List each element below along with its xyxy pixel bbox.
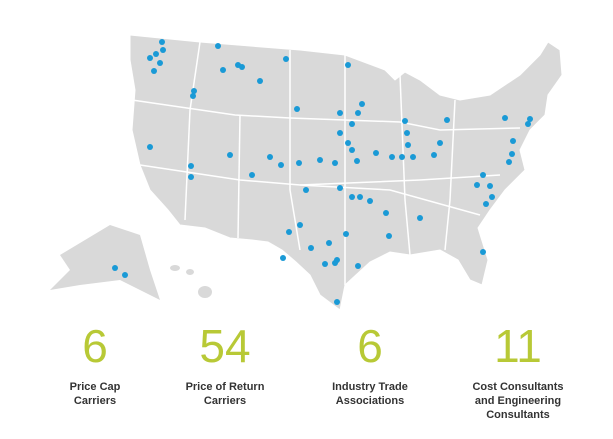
location-dot [367,198,373,204]
location-dot [296,160,302,166]
location-dot [525,121,531,127]
location-dot [257,78,263,84]
location-dot [188,163,194,169]
location-dot [355,263,361,269]
location-dot [437,140,443,146]
location-dot [334,299,340,305]
stat-label: Price Cap Carriers [69,381,121,407]
location-dot [294,106,300,112]
location-dot [286,229,292,235]
location-dot [480,249,486,255]
location-dot [267,154,273,160]
location-dot [349,194,355,200]
location-dot [157,60,163,66]
location-dot [160,47,166,53]
location-dots [112,39,533,305]
location-dot [474,182,480,188]
location-dot [402,118,408,124]
location-dot [349,147,355,153]
location-dot [297,222,303,228]
location-dot [283,56,289,62]
location-dot [417,215,423,221]
location-dot [410,154,416,160]
location-dot [480,172,486,178]
location-dot [444,117,450,123]
contiguous-us [129,34,563,311]
location-dot [326,240,332,246]
location-dot [510,138,516,144]
location-dot [147,55,153,61]
location-dot [383,210,389,216]
location-dot [215,43,221,49]
location-dot [386,233,392,239]
location-dot [345,62,351,68]
stat-label: Industry Trade Associations [332,381,408,407]
location-dot [345,140,351,146]
location-dot [431,152,437,158]
stat-number: 6 [82,320,108,372]
location-dot [502,115,508,121]
location-dot [334,257,340,263]
location-dot [506,159,512,165]
location-dot [332,160,338,166]
location-dot [527,116,533,122]
location-dot [487,183,493,189]
location-dot [337,130,343,136]
location-dot [373,150,379,156]
us-map [50,34,563,311]
location-dot [322,261,328,267]
stat: 54 Price of Return Carriers [160,318,290,408]
stat-number: 54 [199,320,251,372]
location-dot [220,67,226,73]
location-dot [404,130,410,136]
state-borders [131,41,521,285]
location-dot [303,187,309,193]
location-dot [188,174,194,180]
location-dot [357,194,363,200]
location-dot [343,231,349,237]
location-dot [349,121,355,127]
location-dot [509,151,515,157]
location-dot [399,154,405,160]
location-dot [354,158,360,164]
location-dot [355,110,361,116]
location-dot [191,88,197,94]
location-dot [389,154,395,160]
stat-label: Cost Consultants and Engineering Consult… [472,381,564,421]
stat: 11 Cost Consultants and Engineering Cons… [453,318,583,422]
location-dot [483,201,489,207]
location-dot [122,272,128,278]
location-dot [337,110,343,116]
location-dot [227,152,233,158]
location-dot [308,245,314,251]
stat-number: 11 [494,320,542,372]
location-dot [359,101,365,107]
location-dot [151,68,157,74]
location-dot [112,265,118,271]
stat-label: Price of Return Carriers [185,381,265,407]
location-dot [190,93,196,99]
location-dot [337,185,343,191]
location-dot [147,144,153,150]
location-dot [153,51,159,57]
location-dot [249,172,255,178]
location-dot [317,157,323,163]
location-dot [405,142,411,148]
stat: 6 Price Cap Carriers [30,318,160,408]
location-dot [159,39,165,45]
location-dot [239,64,245,70]
location-dot [278,162,284,168]
stat: 6 Industry Trade Associations [305,318,435,408]
location-dot [489,194,495,200]
hawaii [170,265,212,298]
alaska [50,225,160,300]
location-dot [280,255,286,261]
stat-number: 6 [357,320,383,372]
